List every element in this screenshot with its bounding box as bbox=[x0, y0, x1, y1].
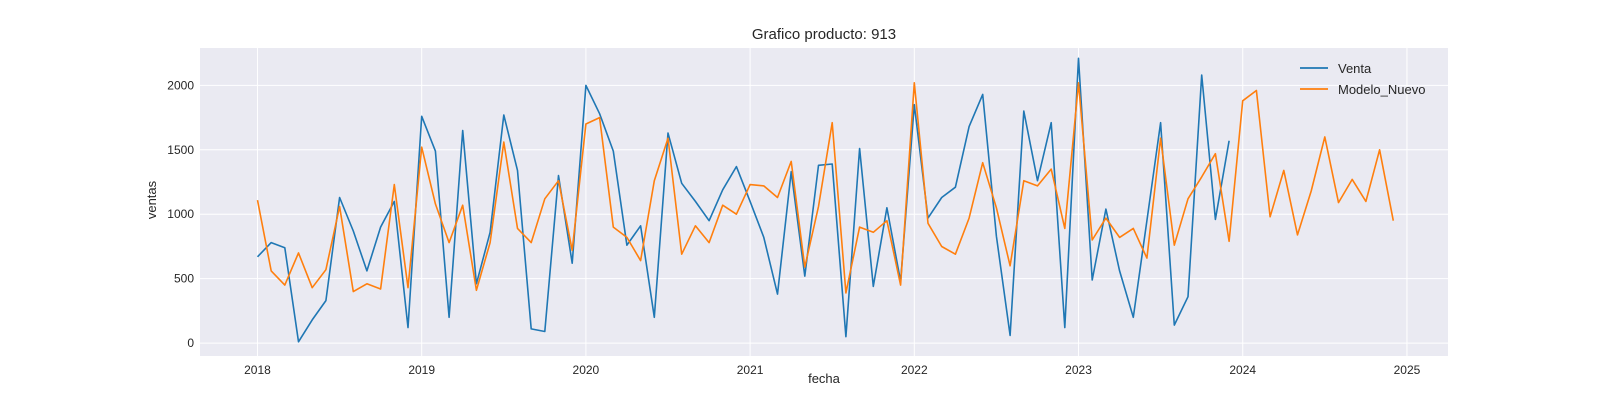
x-tick-label: 2018 bbox=[244, 363, 271, 377]
y-tick-label: 0 bbox=[187, 336, 194, 350]
legend: Venta Modelo_Nuevo bbox=[1300, 61, 1425, 97]
y-tick-label: 1000 bbox=[167, 207, 194, 221]
series-line-venta bbox=[256, 57, 1230, 343]
x-tick-label: 2020 bbox=[573, 363, 600, 377]
legend-label-venta: Venta bbox=[1338, 61, 1372, 76]
gridlines bbox=[200, 48, 1448, 356]
y-tick-labels: 0 500 1000 1500 2000 bbox=[167, 78, 194, 350]
x-tick-label: 2023 bbox=[1065, 363, 1092, 377]
x-tick-label: 2024 bbox=[1229, 363, 1256, 377]
y-tick-label: 500 bbox=[174, 272, 194, 286]
series-line-modelo-nuevo bbox=[256, 82, 1395, 294]
y-tick-label: 1500 bbox=[167, 143, 194, 157]
series-layer bbox=[256, 57, 1395, 343]
plot-background bbox=[200, 48, 1448, 356]
y-axis-label: ventas bbox=[144, 180, 159, 219]
x-tick-label: 2025 bbox=[1394, 363, 1421, 377]
y-tick-label: 2000 bbox=[167, 78, 194, 92]
x-tick-label: 2022 bbox=[901, 363, 928, 377]
x-axis-label: fecha bbox=[808, 371, 841, 386]
chart-title: Grafico producto: 913 bbox=[752, 26, 896, 43]
x-tick-label: 2019 bbox=[408, 363, 435, 377]
legend-label-modelo-nuevo: Modelo_Nuevo bbox=[1338, 82, 1425, 97]
x-tick-label: 2021 bbox=[737, 363, 764, 377]
x-tick-labels: 2018 2019 2020 2021 2022 2023 2024 2025 bbox=[244, 363, 1420, 377]
